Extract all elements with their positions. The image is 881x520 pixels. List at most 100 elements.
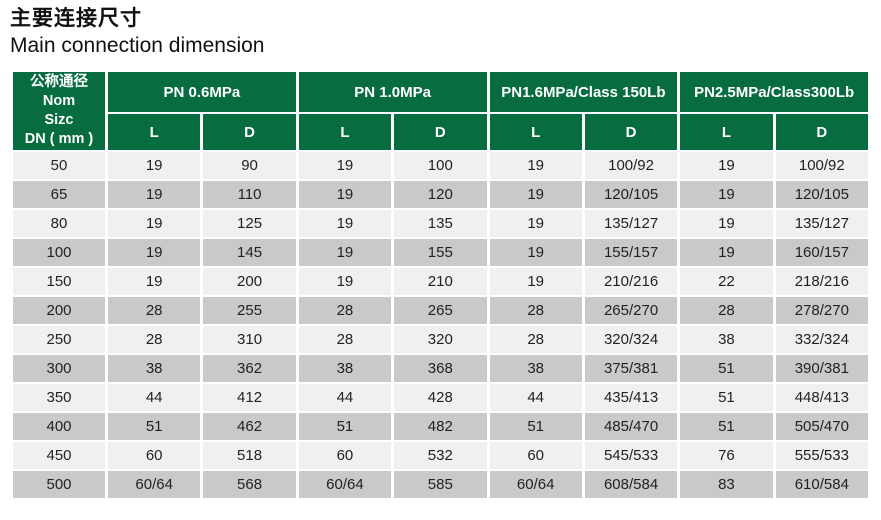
dimension-value-cell: 532 [394, 442, 487, 469]
dimension-value-cell: 332/324 [775, 326, 868, 353]
dimension-value-cell: 125 [203, 210, 296, 237]
dn-cell: 400 [13, 413, 105, 440]
dimension-value-cell: 428 [394, 384, 487, 411]
dn-cell: 100 [13, 239, 105, 266]
dimension-value-cell: 19 [680, 210, 773, 237]
dimension-value-cell: 375/381 [584, 355, 678, 382]
dn-header-line-zh: 公称通径 [30, 73, 88, 90]
sub-header-l: L [298, 114, 392, 150]
dimension-value-cell: 100/92 [584, 152, 678, 179]
dimension-value-cell: 19 [298, 181, 392, 208]
dimension-value-cell: 555/533 [775, 442, 868, 469]
sub-header-row: L D L D L D L D [13, 114, 868, 150]
dimension-value-cell: 51 [680, 413, 773, 440]
dimension-value-cell: 485/470 [584, 413, 678, 440]
dn-cell: 50 [13, 152, 105, 179]
dimension-value-cell: 38 [680, 326, 773, 353]
sub-header-l: L [489, 114, 582, 150]
sub-header-d: D [584, 114, 678, 150]
dn-cell: 200 [13, 297, 105, 324]
table-row: 200 28 255 28 265 28 265/270 28 278/270 [13, 297, 868, 324]
dn-header-line-size: Sizc [44, 112, 74, 128]
table-row: 65 19 110 19 120 19 120/105 19 120/105 [13, 181, 868, 208]
dimension-value-cell: 60 [298, 442, 392, 469]
sub-header-d: D [775, 114, 868, 150]
dimension-value-cell: 19 [108, 210, 201, 237]
dimension-value-cell: 462 [203, 413, 296, 440]
dimension-value-cell: 38 [298, 355, 392, 382]
dimension-value-cell: 51 [108, 413, 201, 440]
dimension-value-cell: 83 [680, 471, 773, 498]
dimension-value-cell: 44 [108, 384, 201, 411]
dimension-value-cell: 608/584 [584, 471, 678, 498]
group-header-pn16-class150: PN1.6MPa/Class 150Lb [489, 72, 678, 112]
dimension-value-cell: 435/413 [584, 384, 678, 411]
dimension-value-cell: 38 [108, 355, 201, 382]
dimension-value-cell: 28 [108, 297, 201, 324]
dimension-value-cell: 505/470 [775, 413, 868, 440]
dimension-value-cell: 585 [394, 471, 487, 498]
dimension-value-cell: 110 [203, 181, 296, 208]
dimension-value-cell: 368 [394, 355, 487, 382]
dimension-value-cell: 60/64 [489, 471, 582, 498]
dimension-value-cell: 44 [489, 384, 582, 411]
group-header-pn25-class300: PN2.5MPa/Class300Lb [680, 72, 868, 112]
sub-header-d: D [203, 114, 296, 150]
table-row: 80 19 125 19 135 19 135/127 19 135/127 [13, 210, 868, 237]
dn-cell: 350 [13, 384, 105, 411]
dimension-value-cell: 22 [680, 268, 773, 295]
dimension-value-cell: 100/92 [775, 152, 868, 179]
dimension-value-cell: 120/105 [584, 181, 678, 208]
dimension-value-cell: 100 [394, 152, 487, 179]
dimension-value-cell: 265/270 [584, 297, 678, 324]
dimension-value-cell: 160/157 [775, 239, 868, 266]
dimension-value-cell: 76 [680, 442, 773, 469]
group-header-pn10: PN 1.0MPa [298, 72, 487, 112]
dimension-value-cell: 19 [108, 239, 201, 266]
dimension-value-cell: 19 [298, 152, 392, 179]
dn-header-line-nom: Nom [42, 92, 76, 109]
dimension-value-cell: 310 [203, 326, 296, 353]
page-title-english: Main connection dimension [10, 34, 265, 58]
table-row: 250 28 310 28 320 28 320/324 38 332/324 [13, 326, 868, 353]
dimension-value-cell: 90 [203, 152, 296, 179]
dimension-value-cell: 28 [489, 326, 582, 353]
dimension-value-cell: 120/105 [775, 181, 868, 208]
page-title-chinese: 主要连接尺寸 [10, 7, 142, 30]
dimension-value-cell: 28 [489, 297, 582, 324]
dn-cell: 150 [13, 268, 105, 295]
dn-header-line-dn: DN ( mm ) [24, 131, 94, 148]
dimension-value-cell: 200 [203, 268, 296, 295]
dimension-value-cell: 19 [489, 239, 582, 266]
dimension-value-cell: 60/64 [298, 471, 392, 498]
dimension-value-cell: 19 [489, 268, 582, 295]
dimension-value-cell: 265 [394, 297, 487, 324]
dimension-value-cell: 320 [394, 326, 487, 353]
dimension-value-cell: 28 [298, 297, 392, 324]
dimension-value-cell: 362 [203, 355, 296, 382]
dimension-value-cell: 19 [680, 152, 773, 179]
dimension-value-cell: 19 [108, 181, 201, 208]
sub-header-l: L [680, 114, 773, 150]
dimension-value-cell: 412 [203, 384, 296, 411]
dimension-value-cell: 210 [394, 268, 487, 295]
connection-dimension-table: 公称通径 Nom Sizc DN ( mm ) PN 0.6MPa PN 1.0… [10, 70, 871, 500]
dimension-value-cell: 19 [680, 239, 773, 266]
table-row: 300 38 362 38 368 38 375/381 51 390/381 [13, 355, 868, 382]
dimension-value-cell: 60/64 [108, 471, 201, 498]
dimension-value-cell: 51 [680, 355, 773, 382]
dimension-value-cell: 19 [108, 268, 201, 295]
dimension-value-cell: 19 [298, 239, 392, 266]
dn-cell: 80 [13, 210, 105, 237]
dimension-value-cell: 390/381 [775, 355, 868, 382]
dimension-value-cell: 60 [108, 442, 201, 469]
dimension-value-cell: 145 [203, 239, 296, 266]
dimension-value-cell: 19 [680, 181, 773, 208]
dimension-value-cell: 19 [108, 152, 201, 179]
dimension-value-cell: 51 [298, 413, 392, 440]
table-row: 100 19 145 19 155 19 155/157 19 160/157 [13, 239, 868, 266]
dimension-value-cell: 545/533 [584, 442, 678, 469]
dimension-value-cell: 135 [394, 210, 487, 237]
table-row: 350 44 412 44 428 44 435/413 51 448/413 [13, 384, 868, 411]
